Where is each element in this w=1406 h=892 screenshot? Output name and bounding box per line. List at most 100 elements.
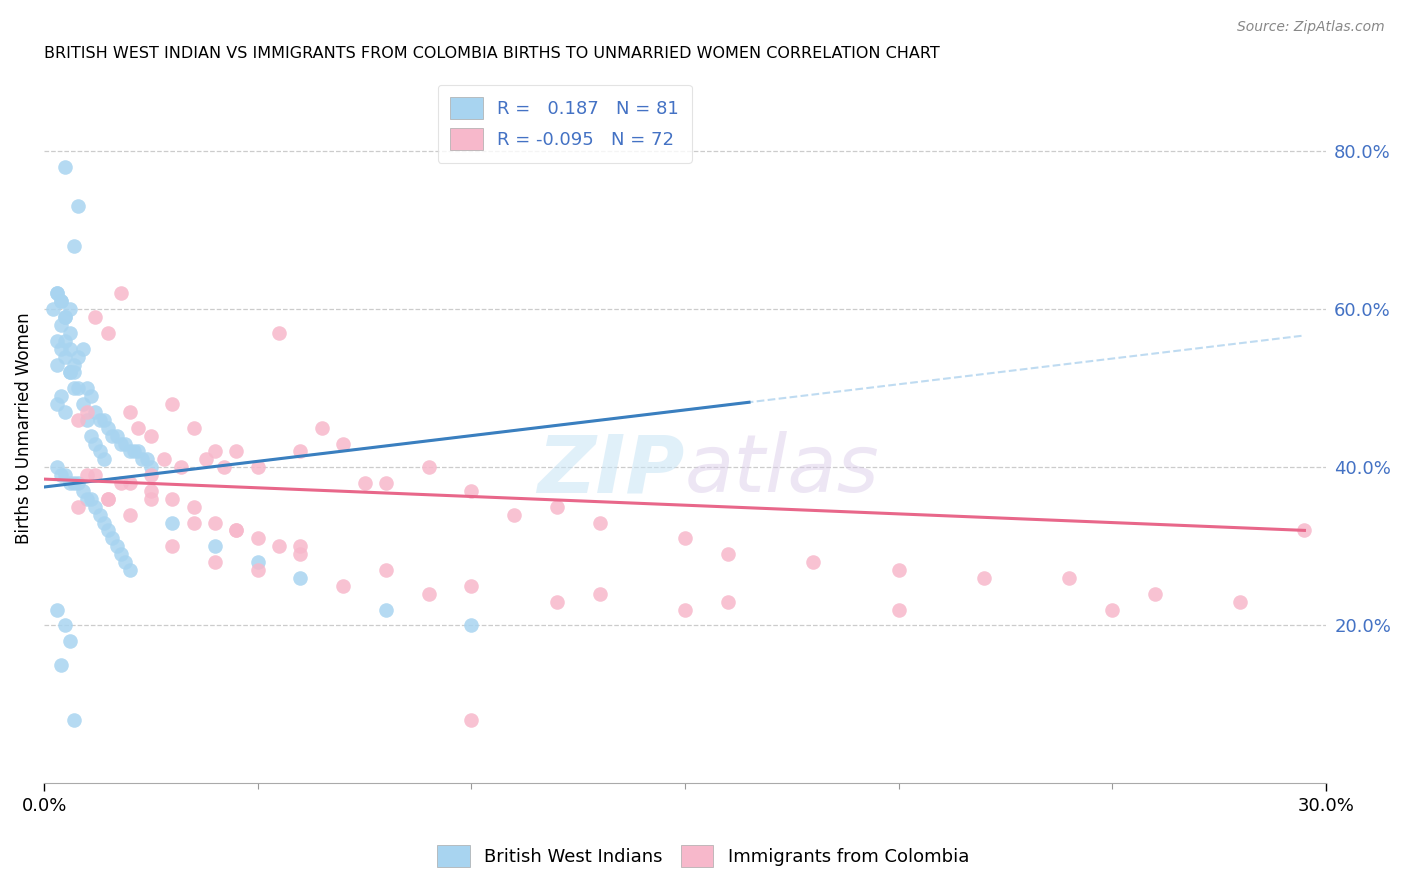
- Point: [63, 476, 86, 491]
- Point: [195, 452, 218, 467]
- Point: [101, 428, 124, 442]
- Point: [246, 532, 269, 546]
- Point: [162, 539, 184, 553]
- Point: [127, 444, 149, 458]
- Point: [45, 397, 67, 411]
- Point: [55, 405, 77, 419]
- Point: [51, 468, 73, 483]
- Point: [114, 436, 136, 450]
- Point: [139, 460, 162, 475]
- Point: [80, 389, 103, 403]
- Point: [1101, 602, 1123, 616]
- Point: [460, 483, 482, 498]
- Point: [139, 468, 162, 483]
- Point: [67, 381, 90, 395]
- Point: [63, 239, 86, 253]
- Text: atlas: atlas: [685, 432, 880, 509]
- Point: [290, 547, 312, 561]
- Point: [127, 421, 149, 435]
- Point: [204, 539, 226, 553]
- Point: [55, 618, 77, 632]
- Point: [72, 483, 94, 498]
- Point: [84, 405, 107, 419]
- Point: [267, 539, 290, 553]
- Point: [55, 468, 77, 483]
- Point: [63, 381, 86, 395]
- Point: [139, 428, 162, 442]
- Point: [97, 524, 120, 538]
- Point: [45, 286, 67, 301]
- Point: [204, 555, 226, 569]
- Point: [290, 571, 312, 585]
- Point: [503, 508, 526, 522]
- Point: [973, 571, 995, 585]
- Point: [63, 366, 86, 380]
- Point: [170, 460, 193, 475]
- Point: [89, 444, 111, 458]
- Point: [89, 413, 111, 427]
- Point: [45, 460, 67, 475]
- Point: [67, 199, 90, 213]
- Point: [290, 444, 312, 458]
- Point: [105, 539, 128, 553]
- Point: [110, 547, 132, 561]
- Point: [59, 342, 82, 356]
- Point: [67, 350, 90, 364]
- Point: [246, 563, 269, 577]
- Point: [45, 602, 67, 616]
- Point: [59, 476, 82, 491]
- Point: [118, 508, 141, 522]
- Point: [55, 160, 77, 174]
- Point: [45, 334, 67, 348]
- Point: [84, 310, 107, 324]
- Point: [118, 476, 141, 491]
- Point: [118, 405, 141, 419]
- Point: [84, 500, 107, 514]
- Point: [122, 444, 145, 458]
- Point: [374, 602, 396, 616]
- Point: [76, 405, 98, 419]
- Point: [418, 460, 440, 475]
- Point: [118, 563, 141, 577]
- Point: [887, 563, 910, 577]
- Point: [183, 516, 205, 530]
- Point: [460, 579, 482, 593]
- Point: [460, 713, 482, 727]
- Point: [51, 342, 73, 356]
- Point: [97, 326, 120, 340]
- Point: [97, 491, 120, 506]
- Point: [1143, 587, 1166, 601]
- Point: [93, 413, 115, 427]
- Point: [801, 555, 824, 569]
- Point: [246, 555, 269, 569]
- Point: [311, 421, 333, 435]
- Point: [353, 476, 375, 491]
- Point: [45, 358, 67, 372]
- Point: [59, 366, 82, 380]
- Point: [225, 444, 247, 458]
- Point: [80, 428, 103, 442]
- Point: [67, 476, 90, 491]
- Point: [162, 516, 184, 530]
- Point: [97, 491, 120, 506]
- Point: [162, 397, 184, 411]
- Point: [374, 563, 396, 577]
- Point: [59, 302, 82, 317]
- Point: [55, 334, 77, 348]
- Point: [41, 302, 63, 317]
- Point: [55, 310, 77, 324]
- Point: [1294, 524, 1316, 538]
- Point: [546, 500, 568, 514]
- Y-axis label: Births to Unmarried Women: Births to Unmarried Women: [15, 312, 32, 543]
- Point: [97, 421, 120, 435]
- Point: [67, 413, 90, 427]
- Point: [717, 594, 740, 608]
- Point: [101, 532, 124, 546]
- Point: [212, 460, 235, 475]
- Point: [51, 657, 73, 672]
- Point: [59, 634, 82, 648]
- Point: [546, 594, 568, 608]
- Point: [51, 318, 73, 332]
- Text: ZIP: ZIP: [537, 432, 685, 509]
- Point: [204, 444, 226, 458]
